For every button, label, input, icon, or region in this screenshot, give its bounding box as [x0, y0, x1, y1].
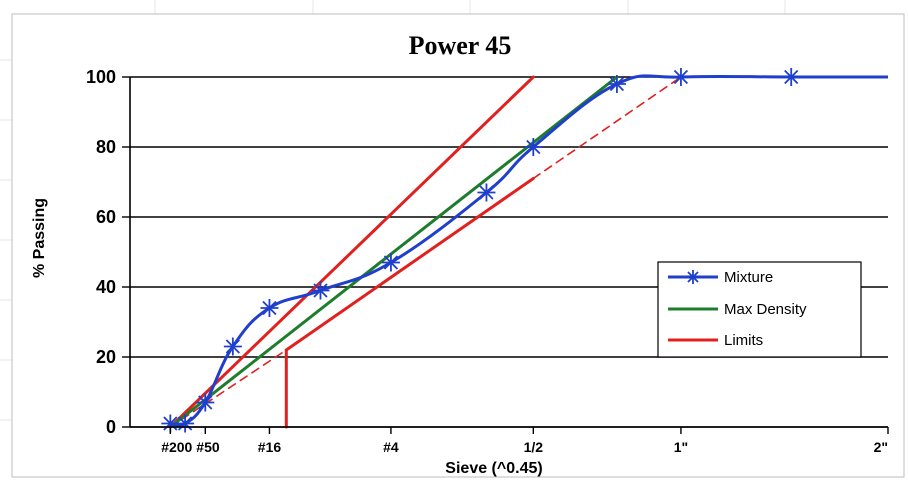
- mixture-point: [381, 253, 400, 272]
- y-tick-label: 100: [86, 67, 116, 87]
- limits-line-solid: [284, 177, 535, 352]
- mixture-point: [196, 393, 215, 412]
- x-tick-label: #16: [258, 439, 282, 455]
- x-tick-label: 1/2: [524, 439, 544, 455]
- legend-label: Limits: [724, 332, 763, 349]
- marker-stroke: [383, 255, 399, 270]
- legend: Mixture Max Density Limits: [657, 261, 862, 358]
- y-tick-label: 80: [96, 137, 116, 157]
- x-tick-label: #50: [196, 439, 220, 455]
- marker-stroke: [526, 139, 541, 155]
- mixture-point: [260, 299, 279, 317]
- mixture-point: [223, 337, 242, 356]
- marker-stroke: [225, 339, 240, 354]
- x-tick-label: #200: [161, 439, 192, 455]
- mixture-point: [176, 414, 195, 433]
- y-axis-label: % Passing: [31, 198, 48, 278]
- spreadsheet-background: [0, 0, 786, 421]
- marker-stroke: [198, 395, 213, 410]
- chart-frame: [11, 13, 905, 478]
- marker-stroke: [609, 76, 625, 92]
- mixture-point: [477, 183, 496, 202]
- chart-title: Power 45: [409, 31, 512, 60]
- marker-stroke: [784, 69, 799, 85]
- y-tick-label: 0: [106, 417, 116, 437]
- marker-stroke: [313, 283, 328, 298]
- marker-stroke: [262, 300, 277, 316]
- marker-stroke: [687, 271, 699, 283]
- mixture-point: [311, 281, 330, 300]
- legend-label: Max Density: [724, 301, 807, 318]
- y-tick-label: 60: [96, 207, 116, 227]
- mixture-point: [782, 68, 801, 86]
- marker-stroke: [479, 185, 494, 200]
- legend-label: Mixture: [724, 269, 773, 286]
- limits-line-dashed: [169, 349, 288, 428]
- axes: 0 20 40 60 80 100 #200 #50 #16 #4 1/2 1" 2": [86, 67, 889, 455]
- marker-stroke: [177, 416, 193, 431]
- legend-marker: [686, 270, 700, 284]
- mixture-point: [524, 138, 543, 156]
- mixture-line: [170, 74, 888, 427]
- y-tick-label: 40: [96, 277, 116, 297]
- x-tick-label: #4: [383, 439, 399, 455]
- marker-stroke: [673, 69, 689, 85]
- max-density-line: [168, 75, 619, 429]
- x-tick-label: 1": [674, 439, 688, 455]
- mixture-point: [671, 68, 690, 86]
- limits-line-dashed: [532, 76, 682, 180]
- limits-line-solid: [168, 75, 535, 429]
- x-axis-label: Sieve (^0.45): [445, 460, 542, 477]
- marker-stroke: [163, 416, 178, 431]
- x-tick-label: 2": [874, 439, 888, 455]
- plot-area: [161, 68, 888, 433]
- y-tick-label: 20: [96, 347, 116, 367]
- mixture-point: [607, 75, 626, 93]
